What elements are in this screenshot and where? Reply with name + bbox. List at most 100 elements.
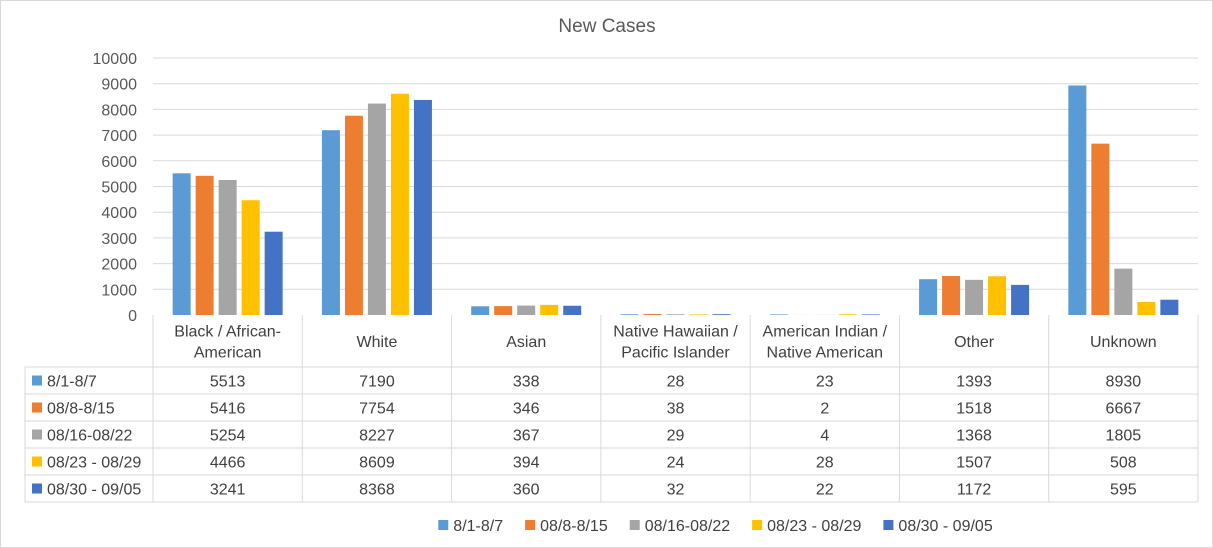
bar [517,305,536,315]
bar [1091,143,1110,315]
data-label: 32 [667,482,685,499]
data-label: 1368 [956,428,992,445]
category-label: Other [954,334,995,351]
legend-swatch [438,520,449,530]
data-label: 338 [513,374,540,391]
category-label: Native Hawaiian / [613,324,738,341]
bar [1137,301,1156,315]
bar [367,103,386,315]
bar [861,314,880,315]
bar [919,279,938,315]
y-tick-label: 6000 [101,154,137,171]
data-label: 4466 [210,455,246,472]
data-label: 8227 [359,428,395,445]
y-tick-label: 9000 [101,77,137,94]
y-tick-label: 8000 [101,102,137,119]
bar [471,306,490,315]
legend-label: 8/1-8/7 [453,518,503,535]
data-label: 1805 [1106,428,1142,445]
bar [666,314,685,315]
category-label: Native American [767,345,884,362]
category-label: Unknown [1090,334,1157,351]
data-label: 22 [816,482,834,499]
y-tick-label: 4000 [101,205,137,222]
data-label: 8609 [359,455,395,472]
category-label: Asian [506,334,546,351]
data-label: 3241 [210,482,246,499]
category-label: Black / African- [174,324,281,341]
bar [218,179,237,315]
data-label: 595 [1110,482,1137,499]
bar [769,314,788,315]
data-label: 28 [816,455,834,472]
legend-swatch [883,520,894,530]
data-label: 5513 [210,374,246,391]
data-label: 38 [667,401,685,418]
bar [563,305,582,315]
y-tick-label: 1000 [101,282,137,299]
bar [321,130,340,315]
y-tick-label: 2000 [101,257,137,274]
data-label: 23 [816,374,834,391]
data-label: 29 [667,428,685,445]
data-label: 8368 [359,482,395,499]
data-label: 7754 [359,401,395,418]
bar [965,279,984,315]
data-label: 1393 [956,374,992,391]
gridlines [153,57,1198,290]
legend: 8/1-8/7 08/8-8/15 08/16-08/22 08/23 - 08/29… [438,518,993,535]
bar [344,115,363,315]
bar [172,173,191,315]
bar [1160,299,1179,315]
data-label: 394 [513,455,540,472]
legend-item: 08/16-08/22 [629,518,731,535]
bar [838,314,857,315]
y-axis-ticks: 0 1000 2000 3000 4000 5000 6000 7000 8000 9000 100… [93,51,138,325]
legend-item: 08/8-8/15 [525,518,608,535]
data-label: 4 [820,428,829,445]
series-key-swatch [32,483,42,494]
series-name: 08/16-08/22 [47,428,133,445]
category-label: American Indian / [763,324,888,341]
bar [1114,268,1133,315]
category-label: White [356,334,397,351]
bar [988,276,1007,315]
legend-item: 8/1-8/7 [438,518,503,535]
bar [413,99,432,315]
data-label: 7190 [359,374,395,391]
category-label: Pacific Islander [621,345,730,362]
bar [643,314,662,315]
legend-item: 08/30 - 09/05 [883,518,993,535]
data-label: 6667 [1106,401,1142,418]
data-label: 1172 [957,482,992,499]
series-name: 08/30 - 09/05 [47,482,141,499]
legend-label: 08/30 - 09/05 [898,518,992,535]
data-label: 8930 [1106,374,1142,391]
data-label: 5254 [210,428,246,445]
chart-title: New Cases [558,16,655,37]
series-key-swatch [32,375,42,386]
data-label: 2 [820,401,829,418]
data-label: 5416 [210,401,246,418]
legend-swatch [752,520,763,530]
data-label: 360 [513,482,540,499]
bar [241,200,260,315]
legend-swatch [629,520,640,530]
legend-label: 08/8-8/15 [540,518,608,535]
series-name: 08/8-8/15 [47,401,115,418]
data-label: 367 [513,428,540,445]
data-label: 346 [513,401,540,418]
data-label: 508 [1110,455,1137,472]
bar [1011,284,1030,315]
bar [712,314,731,315]
bar [264,231,283,315]
series-key-swatch [32,456,42,467]
y-tick-label: 7000 [101,128,137,145]
y-tick-label: 3000 [101,231,137,248]
legend-label: 08/16-08/22 [645,518,731,535]
category-label: American [194,345,262,362]
bar [195,175,214,315]
y-tick-label: 5000 [101,180,137,197]
